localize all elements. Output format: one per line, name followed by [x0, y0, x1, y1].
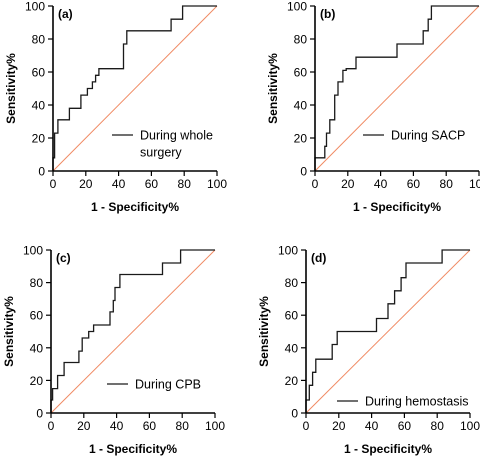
y-tick-label: 100 — [278, 244, 298, 258]
x-tick-label: 40 — [112, 177, 126, 191]
x-axis-title: 1 - Specificity% — [344, 442, 432, 456]
panel-label: (b) — [320, 7, 335, 21]
y-tick-label: 60 — [294, 66, 308, 80]
legend: During whole surgery — [112, 129, 213, 160]
legend-label: During CPB — [135, 378, 201, 392]
x-tick-label: 60 — [145, 177, 159, 191]
y-axis-title: Sensitivity% — [4, 53, 18, 124]
y-tick-label: 40 — [285, 341, 299, 355]
y-axis-title: Sensitivity% — [266, 53, 280, 124]
y-tick-label: 0 — [36, 407, 43, 421]
y-tick-label: 100 — [287, 0, 307, 14]
x-tick-label: 60 — [143, 419, 157, 433]
y-tick-label: 60 — [32, 66, 46, 80]
legend-label: surgery — [140, 146, 182, 160]
legend: During SACP — [363, 129, 465, 143]
y-tick-label: 60 — [285, 309, 299, 323]
legend-label: During hemostasis — [365, 395, 469, 409]
x-tick-label: 20 — [341, 177, 355, 191]
y-tick-label: 20 — [30, 374, 44, 388]
y-tick-label: 80 — [30, 276, 44, 290]
roc-panel-a: 0 20 40 60 80 100 0 20 40 60 80 100 1 - Specificity%… — [4, 0, 227, 214]
y-tick-label: 0 — [300, 165, 307, 179]
x-tick-label: 60 — [398, 419, 412, 433]
y-tick-label: 100 — [25, 0, 45, 14]
y-axis-title: Sensitivity% — [257, 296, 271, 367]
panel-label: (a) — [58, 7, 73, 21]
roc-panel-c: 0 20 40 60 80 100 0 20 40 60 80 100 1 - Specificity%… — [2, 244, 225, 457]
x-tick-label: 80 — [440, 177, 454, 191]
panel-label: (c) — [56, 251, 71, 265]
x-tick-label: 20 — [77, 419, 91, 433]
x-tick-label: 0 — [50, 177, 57, 191]
x-tick-label: 40 — [365, 419, 379, 433]
y-tick-label: 100 — [23, 244, 43, 258]
y-tick-label: 80 — [294, 33, 308, 47]
roc-curve — [52, 5, 217, 171]
y-tick-label: 80 — [32, 33, 46, 47]
y-tick-label: 60 — [30, 309, 44, 323]
x-axis-title: 1 - Specificity% — [353, 200, 441, 214]
x-axis-title: 1 - Specificity% — [89, 442, 177, 456]
roc-panel-d: 0 20 40 60 80 100 0 20 40 60 80 100 1 - Specificity%… — [257, 244, 480, 457]
roc-curve — [50, 249, 215, 413]
roc-curve — [305, 249, 470, 413]
y-tick-label: 40 — [32, 99, 46, 113]
roc-curve — [314, 5, 479, 171]
y-tick-label: 40 — [30, 341, 44, 355]
x-tick-label: 20 — [79, 177, 93, 191]
x-tick-label: 100 — [469, 177, 480, 191]
reference-line — [314, 5, 480, 172]
y-tick-label: 20 — [285, 374, 299, 388]
reference-line — [305, 249, 471, 414]
x-tick-label: 0 — [312, 177, 319, 191]
x-tick-label: 40 — [374, 177, 388, 191]
x-tick-label: 100 — [205, 419, 225, 433]
x-tick-label: 60 — [407, 177, 421, 191]
roc-panel-b: 0 20 40 60 80 100 0 20 40 60 80 100 1 - Specificity%… — [266, 0, 480, 214]
y-tick-label: 20 — [32, 132, 46, 146]
x-tick-label: 100 — [207, 177, 227, 191]
y-tick-label: 0 — [291, 407, 298, 421]
y-tick-label: 80 — [285, 276, 299, 290]
reference-line — [52, 5, 218, 172]
x-tick-label: 80 — [176, 419, 190, 433]
legend: During CPB — [107, 378, 201, 392]
y-axis-title: Sensitivity% — [2, 296, 16, 367]
x-tick-label: 80 — [178, 177, 192, 191]
legend-label: During SACP — [391, 129, 465, 143]
y-tick-label: 20 — [294, 132, 308, 146]
x-tick-label: 100 — [460, 419, 480, 433]
x-tick-label: 0 — [303, 419, 310, 433]
y-tick-label: 40 — [294, 99, 308, 113]
legend: During hemostasis — [337, 395, 469, 409]
x-tick-label: 80 — [431, 419, 445, 433]
x-tick-label: 40 — [110, 419, 124, 433]
y-tick-label: 0 — [38, 165, 45, 179]
x-tick-label: 20 — [332, 419, 346, 433]
legend-label: During whole — [140, 129, 213, 143]
reference-line — [50, 249, 216, 414]
x-tick-label: 0 — [48, 419, 55, 433]
x-axis-title: 1 - Specificity% — [91, 200, 179, 214]
panel-label: (d) — [311, 251, 326, 265]
